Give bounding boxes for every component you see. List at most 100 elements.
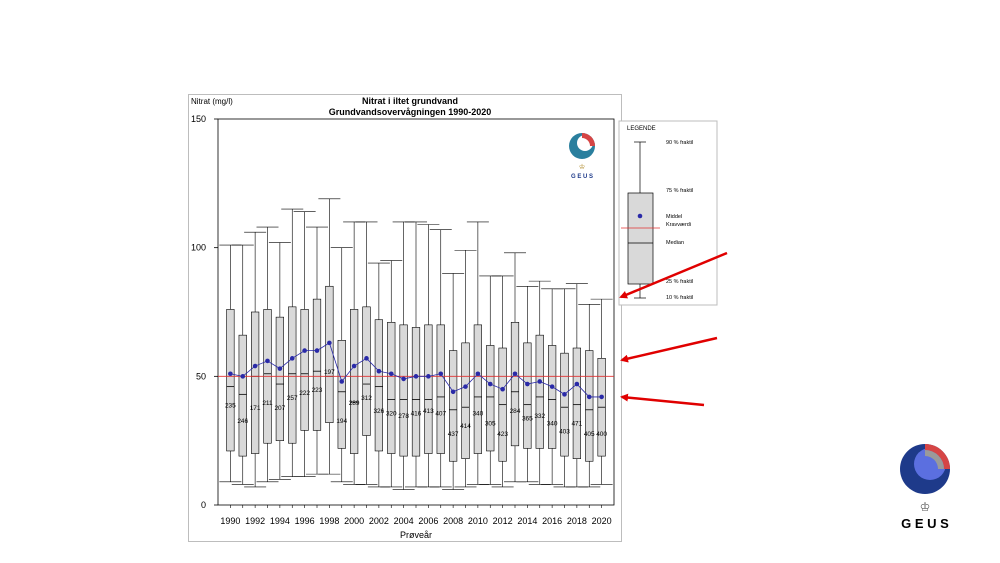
- count-label: 289: [349, 400, 360, 407]
- box: [300, 309, 309, 431]
- box: [411, 327, 421, 457]
- count-label: 194: [336, 418, 347, 425]
- count-label: 365: [522, 416, 533, 423]
- legend-mean: Middel: [666, 214, 682, 220]
- box: [350, 309, 359, 454]
- box: [288, 306, 297, 444]
- mean-point: [562, 392, 567, 397]
- mean-point: [265, 358, 270, 364]
- count-label: 400: [596, 431, 607, 438]
- box: [473, 324, 482, 454]
- geus-logo-text-small: G E U S: [571, 174, 593, 180]
- mean-point: [512, 371, 518, 377]
- box: [374, 319, 383, 452]
- mean-point: [240, 374, 246, 379]
- mean-point: [339, 379, 345, 384]
- legend: LEGENDE 90 % fraktil 75 % fraktil Middel…: [618, 120, 718, 306]
- mean-point: [413, 374, 419, 379]
- mean-point: [228, 371, 233, 377]
- x-tick-label: 2016: [542, 516, 562, 526]
- x-tick-label: 1994: [270, 516, 290, 526]
- annotation-arrow-3: [620, 393, 705, 407]
- box: [238, 334, 247, 457]
- legend-p75: 75 % fraktil: [666, 188, 693, 194]
- box: [535, 334, 544, 449]
- box: [325, 285, 334, 423]
- count-label: 340: [472, 410, 483, 417]
- count-label: 222: [299, 390, 310, 397]
- box: [226, 309, 235, 452]
- count-label: 340: [547, 421, 558, 428]
- count-label: 405: [584, 431, 595, 438]
- count-label: 284: [510, 408, 521, 415]
- count-label: 246: [237, 418, 248, 425]
- mean-point: [438, 371, 444, 377]
- count-label: 257: [287, 395, 298, 402]
- count-label: 235: [225, 403, 236, 410]
- mean-point: [376, 368, 382, 374]
- count-label: 197: [324, 369, 335, 376]
- box: [572, 347, 581, 459]
- mean-point: [549, 384, 555, 389]
- mean-point: [525, 381, 530, 387]
- x-tick-label: 1998: [319, 516, 339, 526]
- large-crown-icon: ♔: [920, 500, 931, 514]
- y-ticks: 0 50 100 150: [191, 114, 218, 510]
- box: [399, 324, 408, 457]
- mean-point: [574, 381, 580, 387]
- geus-logo-text-large: G E U S: [901, 516, 949, 531]
- mean-point: [475, 371, 481, 377]
- figure-frame: [188, 94, 622, 542]
- mean-point: [364, 356, 369, 361]
- x-tick-label: 2010: [468, 516, 488, 526]
- x-tick-label: 2006: [418, 516, 438, 526]
- count-label: 207: [274, 405, 285, 412]
- count-label: 437: [448, 431, 459, 438]
- legend-p90: 90 % fraktil: [666, 140, 693, 146]
- mean-point: [463, 384, 468, 389]
- mean-point: [599, 394, 604, 400]
- geus-logo-small: ♔ G E U S: [569, 133, 595, 180]
- x-tick-label: 1996: [295, 516, 315, 526]
- mean-point: [401, 376, 406, 382]
- y-axis-label: Nitrat (mg/l): [191, 97, 233, 106]
- mean-point: [487, 381, 493, 387]
- mean-point: [252, 363, 258, 369]
- count-label: 414: [460, 423, 471, 430]
- legend-threshold: Kravværdi: [666, 222, 691, 228]
- annotation-arrow-2: [620, 336, 718, 363]
- box: [362, 306, 371, 436]
- box: [251, 311, 260, 454]
- geus-logo-large: ♔ G E U S: [900, 444, 950, 531]
- annotation-arrow-1: [619, 251, 728, 299]
- mean-point: [500, 386, 505, 392]
- large-logo-red-arc: [925, 444, 950, 469]
- count-label: 312: [361, 395, 372, 402]
- box: [337, 340, 346, 449]
- count-label: 326: [373, 408, 384, 415]
- y-tick-label: 0: [201, 500, 206, 510]
- x-tick-label: 2000: [344, 516, 364, 526]
- x-tick-label: 1990: [220, 516, 240, 526]
- count-label: 223: [312, 387, 323, 394]
- y-tick-label: 50: [196, 371, 206, 381]
- y-tick-label: 100: [191, 243, 206, 253]
- count-label: 407: [435, 410, 446, 417]
- legend-p10: 10 % fraktil: [666, 295, 693, 301]
- y-tick-label: 150: [191, 114, 206, 124]
- legend-title: LEGENDE: [627, 126, 656, 132]
- mean-point: [426, 374, 431, 379]
- x-ticks: 1990 1992 1994 1996 1998 2000 2002 2004 2006 2008…: [220, 505, 612, 526]
- x-tick-label: 2002: [369, 516, 389, 526]
- count-label: 413: [423, 408, 434, 415]
- box: [585, 350, 594, 462]
- box: [424, 324, 433, 454]
- chart-subtitle: Grundvandsovervågningen 1990-2020: [329, 107, 492, 117]
- box: [312, 298, 322, 431]
- x-tick-label: 2018: [567, 516, 587, 526]
- mean-point: [327, 340, 332, 346]
- logo-red-arc: [582, 133, 595, 146]
- mean-point: [302, 348, 307, 353]
- box: [523, 342, 532, 449]
